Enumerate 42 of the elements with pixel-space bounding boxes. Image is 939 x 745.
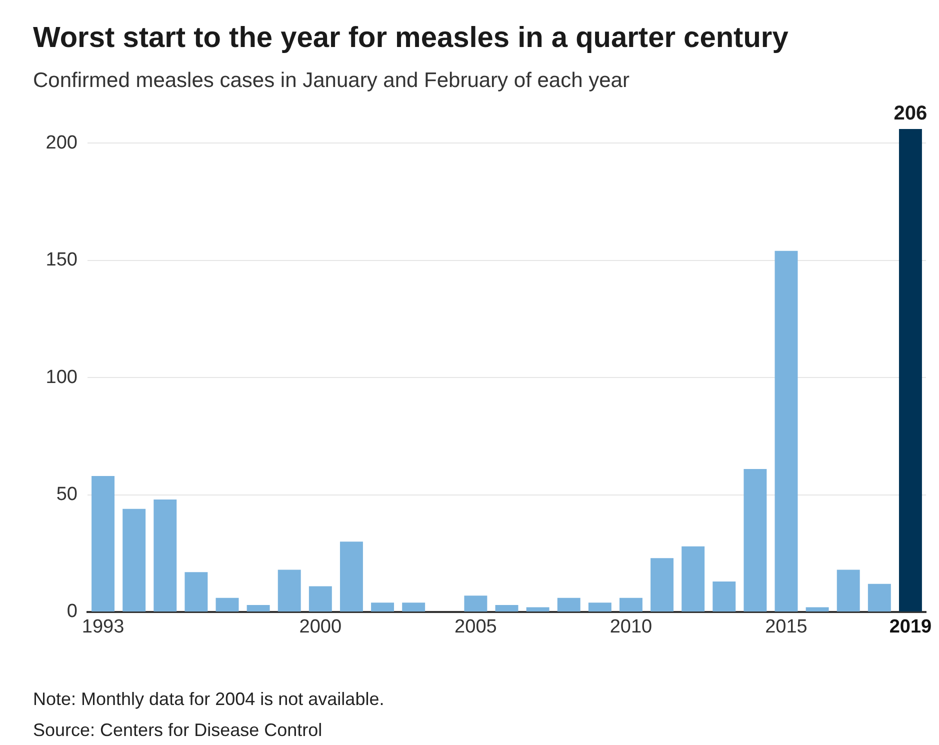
bar <box>495 604 518 612</box>
chart-title: Worst start to the year for measles in a quarter century <box>33 22 788 55</box>
y-tick-label: 200 <box>46 132 78 154</box>
bar <box>650 558 674 612</box>
bar <box>278 570 301 612</box>
bar <box>898 129 922 612</box>
data-label: 206 <box>894 102 928 125</box>
bar <box>246 604 270 612</box>
x-tick-label: 2005 <box>454 616 497 638</box>
bar <box>308 586 332 612</box>
bar <box>92 476 115 612</box>
bar <box>122 508 146 612</box>
bar <box>806 607 829 612</box>
chart-subtitle: Confirmed measles cases in January and February of each year <box>33 69 630 93</box>
bar <box>836 570 860 612</box>
x-tick-label: 1993 <box>82 616 124 638</box>
x-tick-label: 2019 <box>889 616 932 638</box>
text: Note: Monthly data for 2004 is not available. <box>33 688 384 711</box>
bar <box>712 582 736 612</box>
y-tick-label: 100 <box>46 366 78 388</box>
x-tick-label: 2000 <box>299 616 342 638</box>
x-tick-label: 2015 <box>765 616 808 638</box>
bar <box>868 584 891 612</box>
bar <box>464 596 488 612</box>
y-tick-label: 50 <box>56 484 78 505</box>
bar <box>774 250 798 612</box>
bar <box>184 572 208 612</box>
bar <box>154 499 177 612</box>
bar <box>744 468 767 612</box>
bar <box>619 598 642 612</box>
bar <box>526 607 550 612</box>
bar <box>216 598 239 612</box>
bar <box>557 598 580 612</box>
bar <box>340 542 363 612</box>
bar <box>588 602 612 612</box>
bar <box>371 602 394 612</box>
source-note: Source: Centers for Disease Control <box>33 719 324 742</box>
y-tick-label: 0 <box>66 601 78 622</box>
y-tick-label: 150 <box>46 250 78 271</box>
bar <box>402 602 426 612</box>
x-tick-label: 2010 <box>610 616 652 638</box>
bar <box>682 546 705 612</box>
